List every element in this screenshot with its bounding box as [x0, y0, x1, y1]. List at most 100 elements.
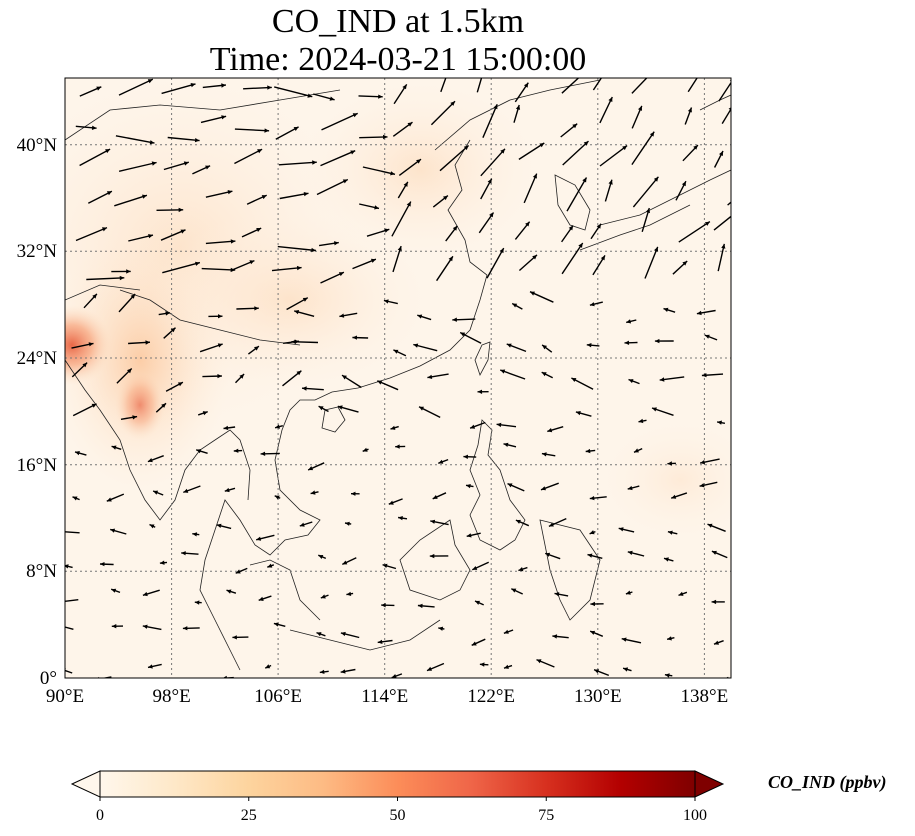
- lon-tick-label: 130°E: [574, 686, 622, 707]
- wind-arrow-head: [377, 380, 383, 385]
- wind-arrow-head: [628, 379, 634, 384]
- wind-arrow: [562, 140, 589, 166]
- wind-arrow-head: [310, 490, 316, 495]
- wind-arrow: [486, 247, 505, 279]
- wind-arrow-head: [254, 306, 259, 311]
- wind-arrow: [631, 78, 648, 94]
- lat-tick-label: 8°N: [26, 561, 57, 582]
- wind-arrow-head: [226, 589, 232, 594]
- wind-arrow: [65, 531, 80, 534]
- wind-arrow-head: [518, 567, 524, 572]
- wind-arrow-head: [217, 374, 222, 379]
- wind-arrow-head: [377, 639, 383, 644]
- wind-arrow: [65, 669, 73, 674]
- wind-arrow-head: [55, 623, 60, 627]
- wind-arrow-head: [624, 340, 630, 345]
- wind-arrow-head: [532, 173, 537, 179]
- wind-arrow: [75, 226, 108, 242]
- wind-arrow-head: [178, 207, 184, 213]
- wind-arrow-head: [88, 342, 94, 347]
- wind-arrow-head: [585, 448, 591, 454]
- wind-arrow-head: [581, 71, 586, 76]
- colorbar-extend-min: [70, 770, 101, 798]
- wind-arrow-head: [318, 555, 324, 559]
- wind-arrow-head: [147, 458, 153, 463]
- wind-arrow-head: [589, 496, 595, 501]
- lon-tick-label: 138°E: [681, 686, 729, 707]
- wind-arrow-head: [608, 97, 613, 102]
- wind-arrow-head: [419, 406, 424, 411]
- wind-arrow-head: [552, 634, 558, 639]
- wind-arrow: [518, 142, 545, 160]
- wind-arrow-head: [329, 96, 335, 101]
- wind-arrow-head: [487, 178, 492, 184]
- wind-arrow: [678, 221, 711, 243]
- wind-arrow-head: [308, 466, 314, 471]
- wind-arrow: [721, 107, 731, 124]
- wind-arrow-head: [654, 246, 659, 252]
- wind-arrow-head: [512, 303, 518, 308]
- wind-arrow-head: [340, 669, 346, 674]
- wind-arrow: [161, 83, 196, 95]
- wind-arrow-head: [667, 636, 672, 641]
- wind-arrow-head: [132, 415, 138, 420]
- wind-arrow-head: [339, 313, 345, 318]
- wind-arrow: [430, 100, 456, 126]
- wind-arrow: [65, 599, 79, 603]
- lat-tick-label: 24°N: [17, 348, 58, 369]
- wind-arrow-head: [106, 191, 112, 196]
- wind-arrow-head: [450, 101, 455, 106]
- wind-arrow-head: [472, 566, 478, 570]
- wind-arrow-head: [721, 243, 726, 249]
- wind-arrow-head: [254, 346, 259, 351]
- wind-arrow-head: [346, 591, 352, 596]
- wind-arrow-head: [417, 603, 423, 609]
- wind-arrow-head: [511, 588, 517, 593]
- wind-arrow: [115, 135, 155, 144]
- wind-arrow-head: [299, 522, 305, 527]
- wind-arrow-head: [740, 205, 745, 210]
- wind-arrow: [359, 136, 388, 139]
- wind-arrow-head: [545, 552, 551, 557]
- wind-arrow-head: [489, 212, 494, 218]
- wind-arrow-head: [463, 454, 468, 459]
- wind-arrow-head: [463, 145, 469, 151]
- wind-arrow-head: [302, 297, 308, 302]
- wind-arrow-head: [460, 332, 466, 337]
- wind-arrow-head: [536, 659, 542, 664]
- wind-arrow: [566, 177, 588, 212]
- wind-arrow-head: [714, 640, 719, 645]
- wind-arrow-head: [75, 451, 80, 456]
- wind-arrow-head: [345, 521, 350, 526]
- wind-arrow-head: [352, 113, 358, 118]
- wind-arrow-head: [590, 601, 595, 607]
- wind-arrow: [278, 161, 317, 166]
- wind-arrow-head: [449, 59, 453, 64]
- wind-arrow-head: [307, 93, 313, 98]
- wind-arrow-head: [554, 592, 560, 597]
- wind-arrow-head: [701, 373, 707, 378]
- wind-arrow-head: [398, 516, 403, 521]
- wind-arrow-head: [524, 82, 529, 88]
- lat-tick-label: 0°: [40, 668, 57, 689]
- wind-arrow-head: [342, 560, 348, 565]
- wind-arrow-head: [273, 622, 279, 627]
- wind-arrow-head: [342, 375, 347, 380]
- wind-arrow-head: [293, 126, 299, 131]
- wind-arrow-head: [589, 530, 595, 535]
- lon-tick-label: 90°E: [46, 686, 84, 707]
- wind-arrow-head: [403, 181, 408, 187]
- wind-arrow: [599, 145, 628, 167]
- wind-arrow-head: [147, 79, 153, 84]
- wind-arrow-head: [395, 444, 400, 449]
- wind-arrow: [195, 677, 197, 678]
- wind-arrow-head: [110, 528, 116, 533]
- wind-arrow-head: [500, 148, 505, 154]
- wind-arrow-head: [316, 632, 322, 637]
- wind-arrow: [234, 128, 270, 132]
- wind-arrow-head: [319, 669, 325, 674]
- wind-arrow-head: [711, 550, 717, 555]
- wind-arrow-head: [681, 181, 686, 187]
- wind-arrow-head: [596, 223, 601, 229]
- wind-arrow-head: [183, 161, 189, 166]
